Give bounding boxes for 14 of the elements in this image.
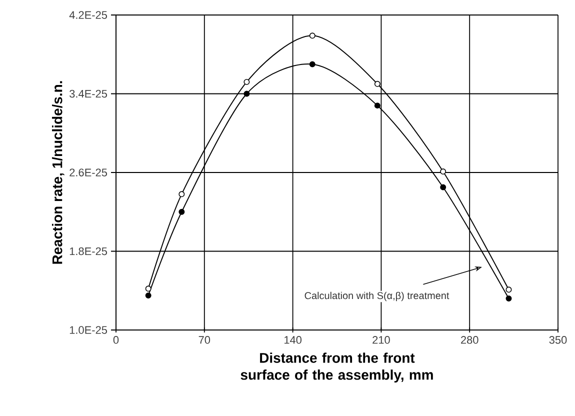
y-axis-title: Reaction rate, 1/nuclide/s.n.: [52, 81, 64, 264]
x-tick-label: 350: [549, 336, 567, 344]
y-tick-label: 1.0E-25: [70, 326, 108, 334]
y-tick-label: 2.6E-25: [70, 168, 108, 176]
x-tick-label: 280: [461, 336, 478, 344]
x-tick-label: 0: [113, 336, 119, 344]
x-tick-label: 140: [284, 336, 302, 344]
annotation: Calculation with S(α,β) treatment: [304, 292, 450, 302]
y-tick-label: 1.8E-25: [70, 247, 108, 256]
x-axis-title: Distance from the front surface of the assembly, mm: [240, 352, 433, 383]
x-tick-label: 70: [198, 336, 210, 344]
y-tick-label: 3.4E-25: [70, 90, 108, 98]
x-tick-label: 210: [372, 336, 390, 344]
y-tick-label: 4.2E-25: [69, 11, 108, 19]
